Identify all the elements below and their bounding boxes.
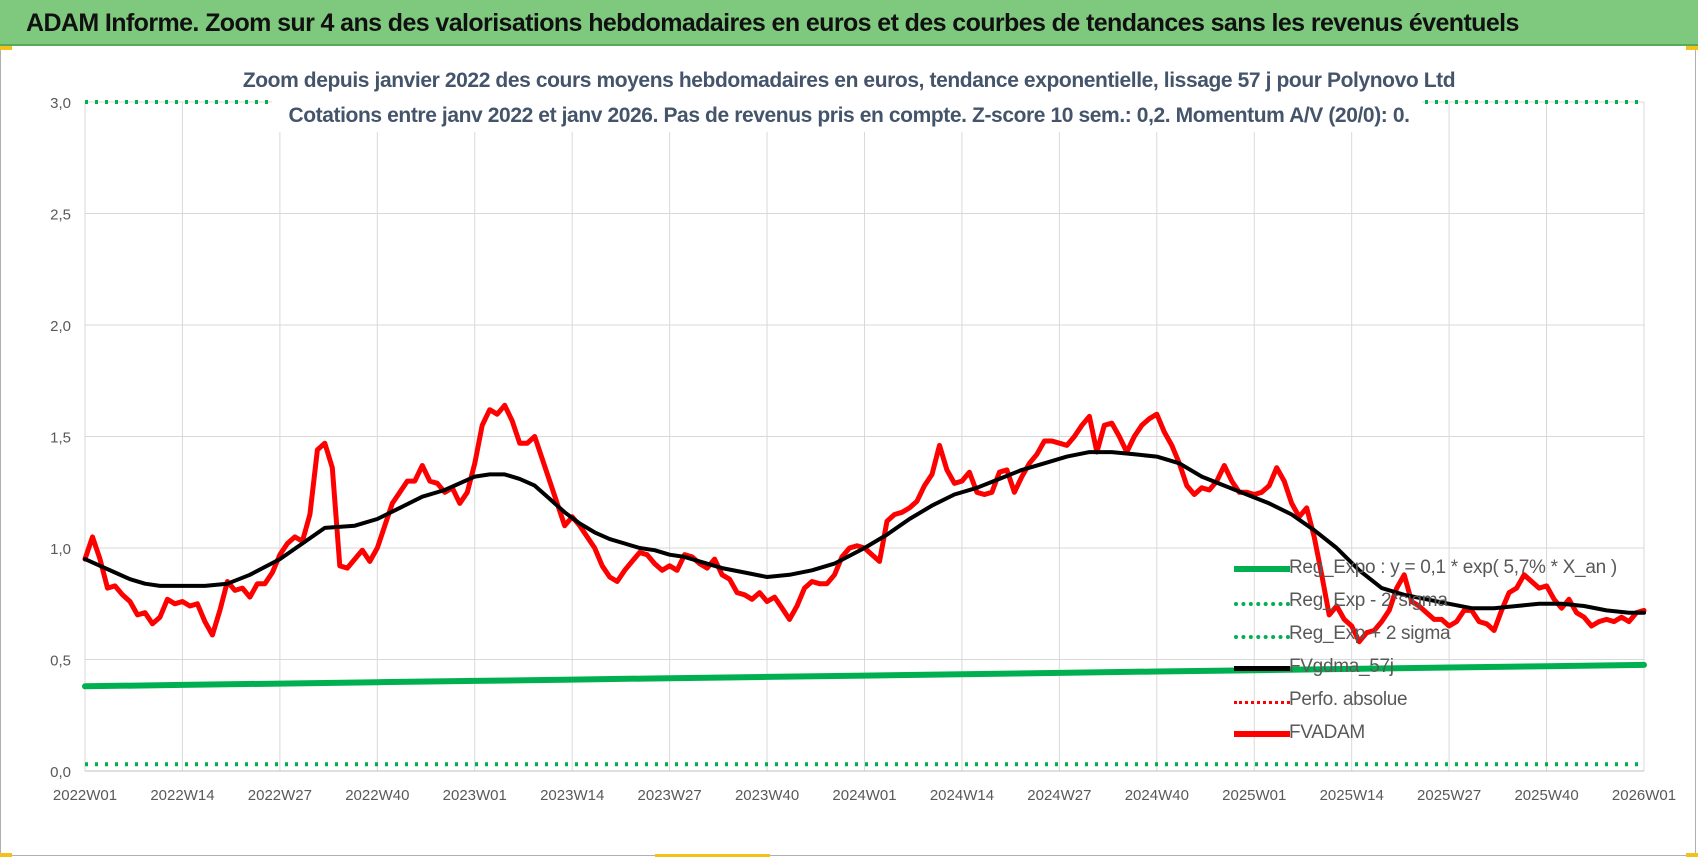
x-tick-label: 2024W40 (1125, 787, 1189, 804)
legend-swatch-reg-minus (1234, 602, 1290, 606)
subtitle-backdrop (272, 66, 1422, 132)
series-reg-expo (82, 661, 1647, 690)
legend-label: FVgdma_57j (1289, 656, 1394, 677)
chart-legend: Reg_Expo : y = 0,1 * exp( 5,7% * X_an ) … (1234, 554, 1617, 752)
x-tick-label: 2023W27 (638, 787, 702, 804)
x-tick-label: 2024W27 (1027, 787, 1091, 804)
y-tick-label: 3,0 (50, 95, 71, 112)
x-tick-label: 2023W14 (540, 787, 604, 804)
y-tick-label: 1,0 (50, 541, 71, 558)
legend-swatch-fvadam (1234, 731, 1290, 737)
x-tick-label: 2022W01 (53, 787, 117, 804)
legend-label: Perfo. absolue (1289, 689, 1408, 710)
legend-label: Reg_Exp - 2*sigma (1289, 590, 1448, 611)
legend-item: Reg_Exp - 2*sigma (1234, 587, 1534, 620)
x-tick-label: 2025W40 (1514, 787, 1578, 804)
x-tick-label: 2025W27 (1417, 787, 1481, 804)
frame-corner-accent (0, 46, 12, 50)
x-tick-label: 2024W01 (832, 787, 896, 804)
legend-label: Reg_Exp + 2 sigma (1289, 623, 1451, 644)
x-tick-label: 2025W01 (1222, 787, 1286, 804)
legend-label: Reg_Expo : y = 0,1 * exp( 5,7% * X_an ) (1289, 557, 1617, 578)
x-tick-label: 2023W40 (735, 787, 799, 804)
legend-swatch-perfo (1234, 701, 1290, 704)
legend-item: FVADAM (1234, 719, 1534, 752)
legend-item: Perfo. absolue (1234, 686, 1534, 719)
series-fvgdma-57j (83, 450, 1646, 615)
x-tick-label: 2024W14 (930, 787, 994, 804)
frame-corner-accent (1686, 46, 1698, 50)
legend-item: Reg_Exp + 2 sigma (1234, 620, 1534, 653)
y-tick-label: 1,5 (50, 430, 71, 447)
legend-swatch-reg-plus (1234, 635, 1290, 639)
frame-corner-accent (655, 854, 770, 857)
frame-corner-accent (0, 853, 12, 857)
x-tick-label: 2023W01 (443, 787, 507, 804)
x-tick-label: 2026W01 (1612, 787, 1676, 804)
y-tick-label: 0,0 (50, 764, 71, 781)
legend-swatch-reg-expo (1234, 566, 1290, 572)
x-tick-label: 2022W14 (150, 787, 214, 804)
legend-swatch-fvgdma (1234, 666, 1290, 671)
frame-corner-accent (1686, 853, 1698, 857)
x-tick-label: 2022W40 (345, 787, 409, 804)
chart-plot: 0,0 0,5 1,0 1,5 2,0 2,5 3,0 2022W01 2022W14 2022W… (50, 95, 1676, 804)
chart-title: Zoom depuis janvier 2022 des cours moyen… (242, 69, 1456, 92)
report-title: ADAM Informe. Zoom sur 4 ans des valoris… (26, 9, 1519, 37)
chart-frame (0, 46, 1696, 856)
x-tick-label: 2025W14 (1320, 787, 1384, 804)
legend-label: FVADAM (1289, 722, 1365, 743)
chart-subtitle: Cotations entre janv 2022 et janv 2026. … (288, 104, 1410, 127)
y-tick-label: 2,5 (50, 207, 71, 224)
y-tick-label: 0,5 (50, 653, 71, 670)
legend-item: FVgdma_57j (1234, 653, 1534, 686)
title-banner: ADAM Informe. Zoom sur 4 ans des valoris… (0, 0, 1698, 46)
x-tick-label: 2022W27 (248, 787, 312, 804)
y-tick-label: 2,0 (50, 318, 71, 335)
legend-item: Reg_Expo : y = 0,1 * exp( 5,7% * X_an ) (1234, 554, 1617, 587)
